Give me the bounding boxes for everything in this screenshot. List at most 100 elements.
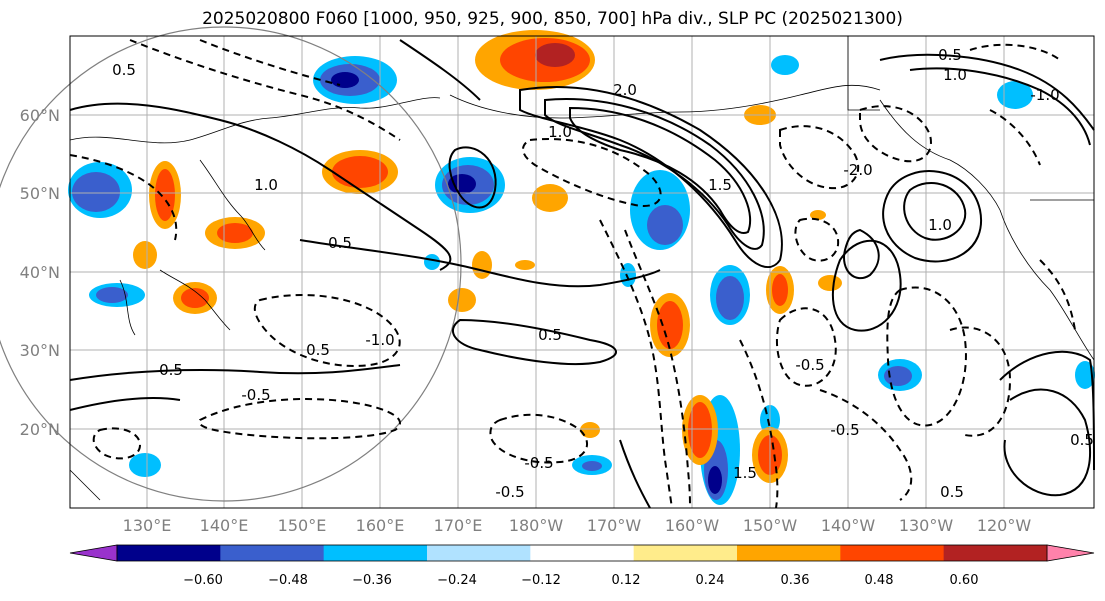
coastlines: [69, 36, 1095, 501]
contour-line: [92, 427, 142, 460]
shade-blob: [181, 288, 209, 308]
contour-line: [69, 154, 178, 241]
contour-label: 0.5: [1070, 431, 1094, 449]
contour-line: [452, 318, 617, 366]
contour-label: 0.5: [306, 341, 330, 359]
lon-label: 120°W: [977, 516, 1032, 535]
coastline-canada: [879, 99, 1001, 211]
contour-label: 1.0: [254, 176, 278, 194]
colorbar-segment: [840, 545, 945, 561]
contour-line: [909, 67, 1091, 146]
contour-line: [831, 239, 902, 332]
contour-label: -1.0: [1030, 86, 1059, 104]
colorbar-segment: [633, 545, 738, 561]
shade-blob: [532, 184, 568, 212]
contour-line: [599, 219, 673, 509]
colorbar-tick-label: −0.60: [183, 573, 223, 588]
contour-line: [859, 105, 932, 163]
coastline-sakhalin: [199, 159, 266, 251]
colorbar-tick-label: −0.24: [437, 573, 477, 588]
shade-blob: [582, 461, 602, 471]
colorbar-tick-label: −0.48: [268, 573, 308, 588]
contour-line: [253, 294, 401, 367]
shade-blob: [424, 254, 440, 270]
lon-label: 140°E: [200, 516, 249, 535]
contour-line: [819, 389, 913, 501]
contours-positive: [69, 39, 1095, 509]
contour-line: [199, 39, 341, 86]
contour-line: [544, 98, 765, 250]
contour-line: [879, 53, 1095, 131]
map-panel: 0.5 0.5 1.0 0.5 -1.0 -0.5 0.5 -0.5 1.0 1…: [0, 26, 1095, 509]
shade-blob: [884, 366, 912, 386]
contour-line: [522, 138, 662, 207]
contour-line: [489, 413, 589, 464]
contour-line: [69, 102, 452, 271]
lon-label: 160°W: [665, 516, 720, 535]
contour-label: 1.0: [943, 66, 967, 84]
map-frame: [69, 35, 1095, 509]
contour-line: [69, 397, 181, 411]
coastline-japan: [159, 269, 231, 331]
contour-label: 1.0: [928, 216, 952, 234]
contour-label: 1.5: [733, 464, 757, 482]
colorbar-extend-min: [69, 544, 118, 562]
shade-blob: [657, 301, 683, 349]
colorbar-tick-label: 0.60: [950, 573, 979, 588]
lat-label: 40°N: [20, 263, 60, 282]
colorbar-segment: [117, 545, 221, 561]
colorbar-tick-label: 0.48: [865, 573, 894, 588]
contour-line: [989, 109, 1041, 166]
colorbar-extend-max: [1046, 544, 1095, 562]
contour-line: [299, 239, 661, 288]
contour-line: [903, 181, 967, 241]
contour-line: [624, 229, 691, 509]
lat-label: 60°N: [20, 106, 60, 125]
range-ring: [0, 26, 462, 502]
border-alaska-canada: [847, 36, 880, 111]
contour-line: [69, 364, 401, 381]
colorbar-segment: [220, 545, 325, 561]
shade-blob: [515, 260, 535, 270]
colorbar-segment: [737, 545, 841, 561]
latitude-labels: 60°N 50°N 40°N 30°N 20°N: [20, 106, 60, 439]
colorbar-segment: [427, 545, 531, 561]
contour-line: [779, 125, 860, 190]
shade-blob: [448, 288, 476, 312]
map-title: 2025020800 F060 [1000, 950, 925, 900, 85…: [202, 9, 903, 29]
shade-blob: [133, 241, 157, 269]
contour-line: [949, 326, 1012, 437]
colorbar-tick-label: −0.36: [352, 573, 392, 588]
contour-line: [776, 307, 837, 387]
coastline-philippines: [69, 469, 101, 501]
lon-label: 150°E: [278, 516, 327, 535]
shade-blob: [1075, 361, 1095, 389]
contour-label: 0.5: [112, 61, 136, 79]
lon-label: 130°E: [123, 516, 172, 535]
colorbar-tick-label: 0.12: [612, 573, 641, 588]
contour-line: [882, 170, 983, 263]
contour-label: -1.0: [365, 331, 394, 349]
lon-label: 130°W: [899, 516, 954, 535]
contour-labels: 0.5 0.5 1.0 0.5 -1.0 -0.5 0.5 -0.5 1.0 1…: [112, 46, 1094, 501]
contour-line: [1003, 388, 1092, 497]
lat-label: 50°N: [20, 184, 60, 203]
contour-line: [569, 106, 752, 234]
colorbar-segments: [117, 545, 1048, 561]
contour-line: [886, 286, 967, 427]
shade-blob: [771, 55, 799, 75]
contour-label: -0.5: [524, 454, 553, 472]
colorbar-segment: [323, 545, 428, 561]
shade-blob: [716, 276, 744, 320]
shade-blob: [810, 210, 826, 220]
contour-line: [794, 217, 840, 262]
colorbar-segment: [943, 545, 1048, 561]
shade-blob: [997, 81, 1033, 109]
coastline-usa-west: [999, 209, 1095, 361]
colorbar-segment: [530, 545, 635, 561]
lon-label: 140°W: [821, 516, 876, 535]
contour-line: [739, 339, 779, 509]
shade-blob: [472, 251, 492, 279]
lon-label: 170°W: [587, 516, 642, 535]
